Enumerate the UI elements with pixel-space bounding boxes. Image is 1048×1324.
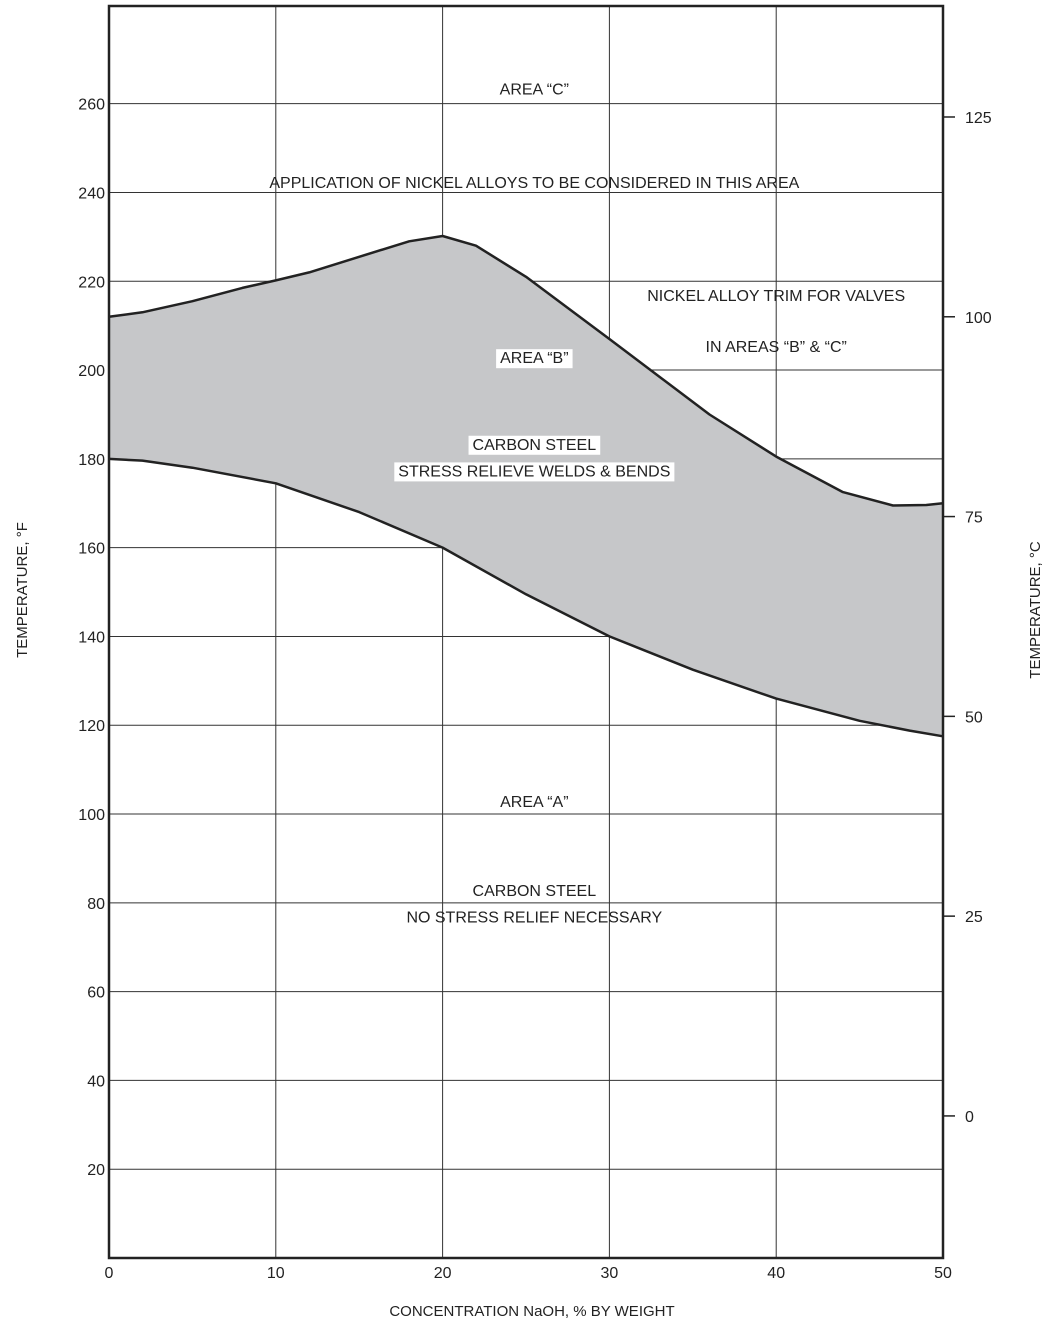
annotation-background — [394, 462, 675, 482]
x-tick-label: 40 — [767, 1265, 785, 1282]
axis-ticks: 0 10 20 30 40 50 20 40 60 80 100 120 140 160 180 200 220… — [78, 97, 992, 1282]
y-tick-label: 120 — [78, 718, 105, 735]
x-tick-label: 10 — [267, 1265, 285, 1282]
annotation: AREA “A” — [500, 794, 568, 811]
annotation: AREA “B” — [496, 349, 573, 369]
annotation-label: NO STRESS RELIEF NECESSARY — [406, 910, 662, 927]
annotation-label: IN AREAS “B” & “C” — [706, 339, 847, 356]
annotation: CARBON STEEL — [468, 435, 601, 455]
x-tick-label: 50 — [934, 1265, 952, 1282]
y-tick-label: 40 — [87, 1073, 105, 1090]
y2-tick-label: 100 — [965, 310, 992, 327]
y-tick-label: 100 — [78, 807, 105, 824]
y-tick-label: 200 — [78, 363, 105, 380]
annotation: APPLICATION OF NICKEL ALLOYS TO BE CONSI… — [269, 175, 799, 192]
annotation-label: AREA “A” — [500, 794, 568, 811]
area-b-band — [109, 236, 943, 737]
annotation-label: CARBON STEEL — [473, 437, 597, 454]
y-tick-label: 260 — [78, 97, 105, 114]
x-tick-label: 20 — [434, 1265, 452, 1282]
y2-axis-title: TEMPERATURE, °C — [1027, 541, 1044, 679]
annotation: NICKEL ALLOY TRIM FOR VALVES — [647, 288, 905, 305]
y-tick-label: 220 — [78, 274, 105, 291]
plot-frame — [107, 4, 945, 1260]
annotation-background — [468, 435, 601, 455]
annotation: AREA “C” — [500, 82, 569, 99]
x-axis-title: CONCENTRATION NaOH, % BY WEIGHT — [389, 1303, 674, 1320]
annotation-label: AREA “C” — [500, 82, 569, 99]
upper-boundary-curve — [108, 234, 944, 507]
x-tick-label: 30 — [601, 1265, 619, 1282]
annotation: STRESS RELIEVE WELDS & BENDS — [394, 462, 675, 482]
annotation: CARBON STEEL — [473, 883, 597, 900]
y-tick-label: 80 — [87, 896, 105, 913]
y2-tick-label: 125 — [965, 110, 992, 127]
y-tick-label: 20 — [87, 1162, 105, 1179]
x-tick-label: 0 — [105, 1265, 114, 1282]
annotation-label: AREA “B” — [500, 350, 568, 367]
y2-tick-label: 50 — [965, 709, 983, 726]
annotation-label: STRESS RELIEVE WELDS & BENDS — [398, 463, 670, 480]
y-tick-label: 160 — [78, 541, 105, 558]
boundary-curves — [108, 234, 944, 738]
band-area — [109, 236, 943, 737]
lower-boundary-curve — [108, 457, 944, 738]
y2-tick-label: 0 — [965, 1109, 974, 1126]
annotation: NO STRESS RELIEF NECESSARY — [406, 910, 662, 927]
y2-tick-label: 25 — [965, 909, 983, 926]
annotation-background — [496, 349, 573, 369]
y-tick-label: 140 — [78, 629, 105, 646]
y-tick-label: 180 — [78, 452, 105, 469]
annotation-label: CARBON STEEL — [473, 883, 597, 900]
annotation-label: NICKEL ALLOY TRIM FOR VALVES — [647, 288, 905, 305]
y-tick-label: 60 — [87, 985, 105, 1002]
annotations: AREA “C” APPLICATION OF NICKEL ALLOYS TO … — [269, 82, 905, 927]
y-axis-title: TEMPERATURE, °F — [14, 522, 31, 658]
annotation-label: APPLICATION OF NICKEL ALLOYS TO BE CONSI… — [269, 175, 799, 192]
y-tick-label: 240 — [78, 185, 105, 202]
y2-tick-label: 75 — [965, 510, 983, 527]
annotation: IN AREAS “B” & “C” — [706, 339, 847, 356]
